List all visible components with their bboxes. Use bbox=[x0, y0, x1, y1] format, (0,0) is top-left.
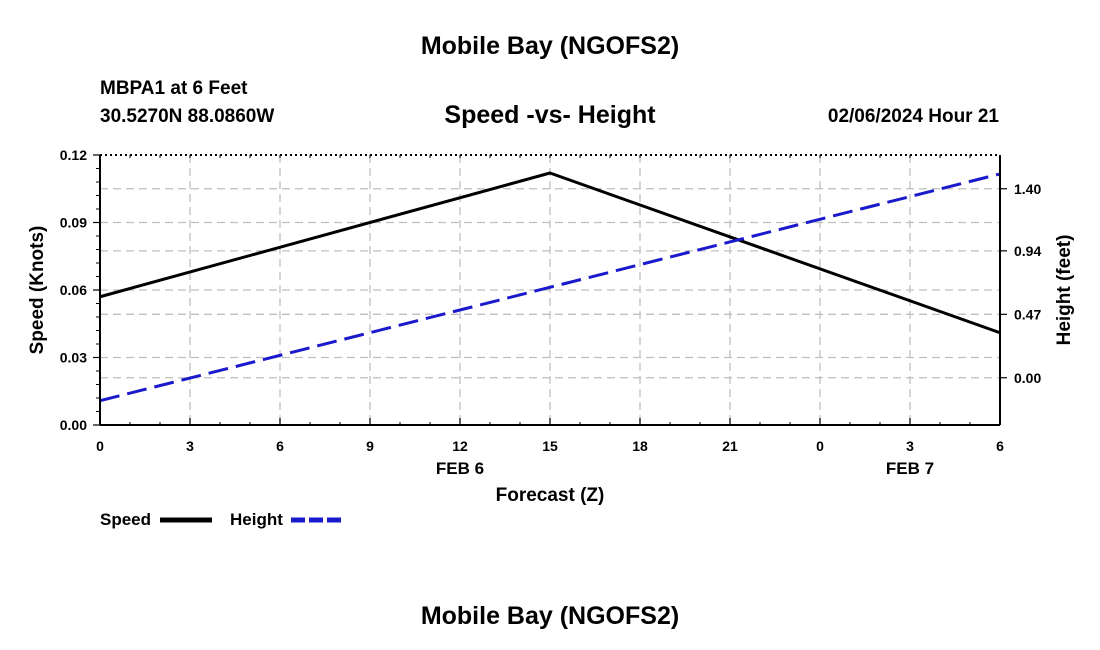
x-tick-label: 12 bbox=[452, 438, 468, 454]
y2-tick-label: 0.47 bbox=[1014, 306, 1041, 322]
x-tick-label: 21 bbox=[722, 438, 738, 454]
x-tick-label: 6 bbox=[276, 438, 284, 454]
tick-labels: 0 3 6 9 12 15 18 21 0 3 6 0.00 0.03 0.06 0.09 0.12 0.00 0… bbox=[60, 147, 1042, 478]
station-label: MBPA1 at 6 Feet bbox=[100, 78, 248, 99]
forecast-datetime: 02/06/2024 Hour 21 bbox=[827, 106, 999, 127]
series-height-line bbox=[99, 172, 1001, 403]
date-label: FEB 6 bbox=[436, 459, 484, 478]
y-axis-title: Speed (Knots) bbox=[27, 226, 48, 355]
x-axis-title: Forecast (Z) bbox=[496, 485, 605, 506]
date-label: FEB 7 bbox=[886, 459, 934, 478]
y2-axis-title: Height (feet) bbox=[1054, 235, 1075, 346]
y-tick-label: 0.09 bbox=[60, 215, 87, 231]
footer-title: Mobile Bay (NGOFS2) bbox=[420, 602, 680, 630]
axes bbox=[93, 154, 1007, 426]
x-tick-label: 0 bbox=[96, 438, 104, 454]
y-tick-label: 0.12 bbox=[60, 147, 87, 163]
grid-lines bbox=[100, 155, 1000, 425]
station-coords: 30.5270N 88.0860W bbox=[100, 106, 275, 127]
y2-tick-label: 0.00 bbox=[1014, 370, 1041, 386]
y2-tick-label: 1.40 bbox=[1014, 181, 1041, 197]
y-tick-label: 0.06 bbox=[60, 282, 87, 298]
chart-title: Speed -vs- Height bbox=[444, 101, 656, 129]
x-tick-label: 3 bbox=[906, 438, 914, 454]
x-tick-label: 15 bbox=[542, 438, 558, 454]
y2-tick-label: 0.94 bbox=[1014, 243, 1041, 259]
x-tick-label: 18 bbox=[632, 438, 648, 454]
legend-speed-label: Speed bbox=[100, 510, 151, 529]
x-tick-label: 0 bbox=[816, 438, 824, 454]
legend: Speed Height bbox=[100, 510, 343, 529]
series-layer bbox=[99, 171, 1001, 403]
page-title: Mobile Bay (NGOFS2) bbox=[420, 32, 680, 60]
legend-height-label: Height bbox=[230, 510, 283, 529]
y-tick-label: 0.03 bbox=[60, 350, 87, 366]
x-tick-label: 9 bbox=[366, 438, 374, 454]
y-tick-label: 0.00 bbox=[60, 417, 87, 433]
x-tick-label: 6 bbox=[996, 438, 1004, 454]
series-speed-line bbox=[99, 171, 1001, 335]
x-tick-label: 3 bbox=[186, 438, 194, 454]
speed-height-chart: 0 3 6 9 12 15 18 21 0 3 6 0.00 0.03 0.06 0.09 0.12 0.00 0… bbox=[27, 147, 1075, 529]
